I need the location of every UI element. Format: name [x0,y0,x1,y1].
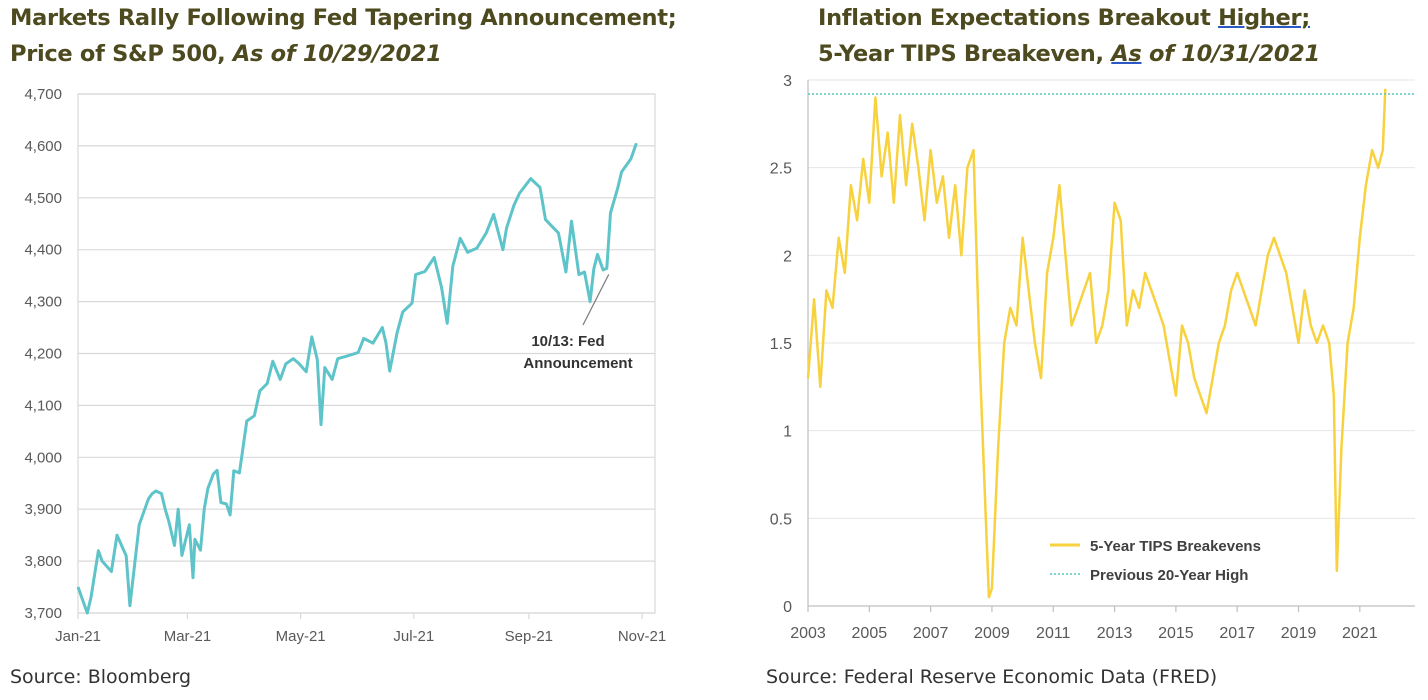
left-source-note: Source: Bloomberg [10,666,192,688]
right-title-higher-link[interactable]: Higher; [1218,5,1310,31]
right-x-tick-label: 2021 [1342,625,1378,642]
right-x-tick-label: 2003 [790,625,826,642]
left-x-tick-label: Nov-21 [618,628,666,645]
left-y-tick-label: 3,700 [24,605,62,622]
right-y-tick-label: 0 [783,599,792,616]
right-y-tick-label: 3 [783,73,792,90]
left-y-tick-label: 4,100 [24,397,62,414]
left-y-tick-label: 4,200 [24,346,62,363]
left-y-tick-label: 4,000 [24,449,62,466]
left-title-line2: Price of S&P 500, As of 10/29/2021 [10,36,676,72]
right-chart-title: Inflation Expectations Breakout Higher; … [818,0,1320,72]
right-x-tick-label: 2007 [913,625,949,642]
right-title-line1-plain: Inflation Expectations Breakout [818,5,1219,31]
tips-breakeven-series-line [806,88,1387,599]
right-x-tick-label: 2009 [974,625,1010,642]
tips-breakeven-chart: 0 0.5 1 1.5 2 2.5 3 2003 2005 2007 2009 2011 2013 201… [770,73,1415,642]
legend-label-tips: 5-Year TIPS Breakevens [1090,538,1261,555]
right-y-tick-label: 0.5 [770,511,792,528]
left-y-tick-label: 3,900 [24,501,62,518]
left-x-tick-label: May-21 [276,628,326,645]
right-y-tick-label: 1.5 [770,336,792,353]
sp500-series-line [76,142,638,615]
right-x-tick-label: 2013 [1097,625,1133,642]
left-y-tick-label: 3,800 [24,553,62,570]
left-x-tick-label: Sep-21 [505,628,553,645]
fed-annotation-line1: 10/13: Fed [531,333,604,350]
right-title-date: of 10/31/2021 [1141,41,1320,67]
sp500-chart: 3,700 3,800 3,900 4,000 4,100 4,200 4,300 4,400… [24,86,666,645]
right-title-line1: Inflation Expectations Breakout Higher; [818,0,1320,36]
left-chart-title: Markets Rally Following Fed Tapering Ann… [10,0,677,72]
left-y-tick-label: 4,500 [24,190,62,207]
right-title-line2-plain: 5-Year TIPS Breakeven, [818,41,1112,67]
left-x-tick-label: Jul-21 [393,628,434,645]
left-x-tick-label: Mar-21 [164,628,212,645]
left-y-tick-label: 4,600 [24,138,62,155]
left-y-tick-label: 4,300 [24,294,62,311]
right-y-tick-label: 2 [783,248,792,265]
left-y-tick-label: 4,400 [24,242,62,259]
left-title-line2-plain: Price of S&P 500, [10,41,233,67]
right-source-note: Source: Federal Reserve Economic Data (F… [766,666,1218,688]
right-x-tick-label: 2005 [852,625,888,642]
right-title-line2: 5-Year TIPS Breakeven, As of 10/31/2021 [818,36,1320,72]
left-x-tick-label: Jan-21 [55,628,101,645]
fed-annotation-leader [582,274,610,326]
left-y-tick-label: 4,700 [24,86,62,103]
right-x-tick-label: 2019 [1281,625,1317,642]
right-y-tick-label: 2.5 [770,161,792,178]
right-x-tick-label: 2017 [1219,625,1255,642]
right-x-tick-label: 2011 [1036,625,1071,642]
right-title-as-link[interactable]: As [1111,41,1142,67]
fed-annotation-line2: Announcement [523,355,632,372]
right-x-tick-label: 2015 [1158,625,1194,642]
right-y-tick-label: 1 [783,424,792,441]
left-title-line1: Markets Rally Following Fed Tapering Ann… [10,5,677,31]
left-title-date: As of 10/29/2021 [232,41,442,67]
left-plot-frame [77,93,656,614]
legend-label-prev-high: Previous 20-Year High [1090,567,1248,584]
